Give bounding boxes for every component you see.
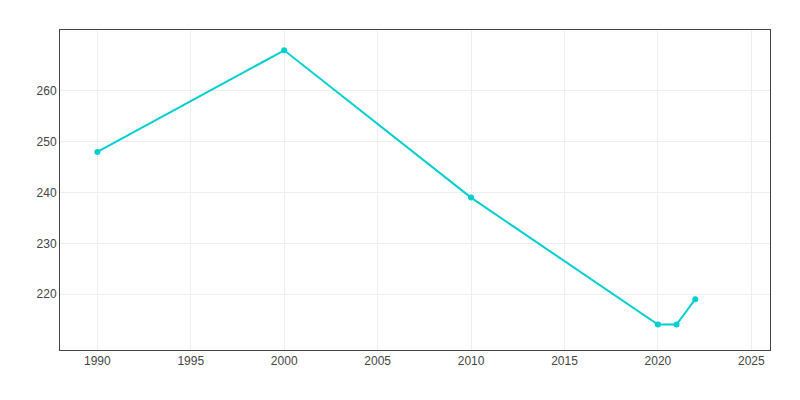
svg-text:2020: 2020 xyxy=(645,354,672,368)
svg-text:2005: 2005 xyxy=(364,354,391,368)
svg-text:220: 220 xyxy=(37,287,57,301)
svg-text:2000: 2000 xyxy=(271,354,298,368)
svg-text:260: 260 xyxy=(37,84,57,98)
svg-text:2015: 2015 xyxy=(551,354,578,368)
svg-text:240: 240 xyxy=(37,186,57,200)
svg-text:2010: 2010 xyxy=(458,354,485,368)
svg-text:1995: 1995 xyxy=(177,354,204,368)
svg-text:1990: 1990 xyxy=(84,354,111,368)
svg-text:250: 250 xyxy=(37,135,57,149)
svg-text:2025: 2025 xyxy=(738,354,765,368)
svg-text:230: 230 xyxy=(37,237,57,251)
